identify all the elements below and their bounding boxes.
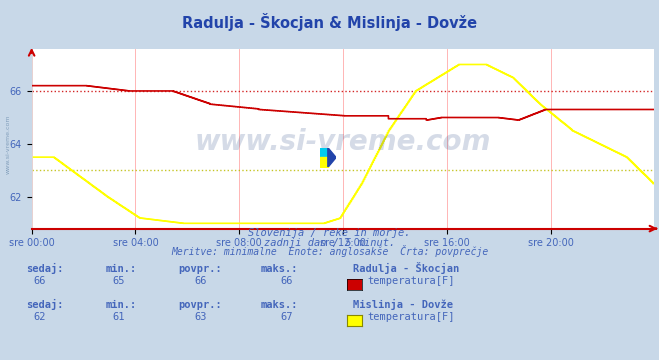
Text: Mislinja - Dovže: Mislinja - Dovže <box>353 299 453 310</box>
Text: zadnji dan / 5 minut.: zadnji dan / 5 minut. <box>264 238 395 248</box>
Text: temperatura[F]: temperatura[F] <box>368 312 455 322</box>
Text: Slovenija / reke in morje.: Slovenija / reke in morje. <box>248 228 411 238</box>
Text: 66: 66 <box>195 276 207 286</box>
Text: maks.:: maks.: <box>260 264 298 274</box>
Text: Meritve: minimalne  Enote: anglosakše  Črta: povprečje: Meritve: minimalne Enote: anglosakše Črt… <box>171 245 488 257</box>
Text: povpr.:: povpr.: <box>178 264 221 274</box>
Text: 67: 67 <box>281 312 293 322</box>
Text: sedaj:: sedaj: <box>26 299 64 310</box>
Text: 62: 62 <box>34 312 45 322</box>
Text: sedaj:: sedaj: <box>26 263 64 274</box>
Text: min.:: min.: <box>105 264 136 274</box>
Text: 65: 65 <box>113 276 125 286</box>
Text: 61: 61 <box>113 312 125 322</box>
Text: Radulja - Škocjan & Mislinja - Dovže: Radulja - Škocjan & Mislinja - Dovže <box>182 13 477 31</box>
Text: 66: 66 <box>34 276 45 286</box>
Text: povpr.:: povpr.: <box>178 300 221 310</box>
Text: www.si-vreme.com: www.si-vreme.com <box>5 114 11 174</box>
Text: 66: 66 <box>281 276 293 286</box>
Text: maks.:: maks.: <box>260 300 298 310</box>
Polygon shape <box>328 148 336 167</box>
Text: temperatura[F]: temperatura[F] <box>368 276 455 286</box>
Text: Radulja - Škocjan: Radulja - Škocjan <box>353 262 459 274</box>
Text: www.si-vreme.com: www.si-vreme.com <box>195 128 491 156</box>
Text: min.:: min.: <box>105 300 136 310</box>
Text: 63: 63 <box>195 312 207 322</box>
